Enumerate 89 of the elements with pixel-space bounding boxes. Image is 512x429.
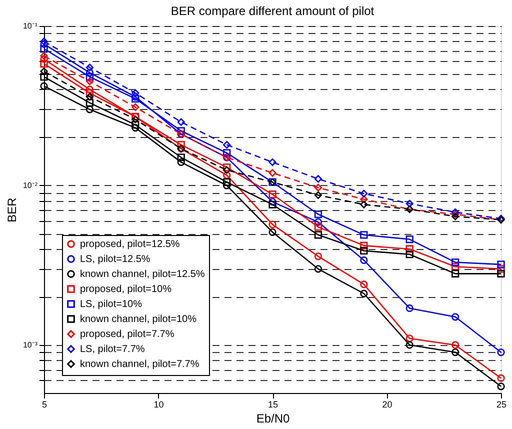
point [451, 270, 460, 278]
point [451, 313, 460, 321]
point [177, 127, 185, 135]
point [177, 154, 185, 162]
point [86, 78, 94, 86]
legend-label: LS, pilot=12.5% [80, 254, 150, 265]
legend-label: LS, pilot=7.7% [80, 344, 145, 355]
point [406, 250, 414, 258]
x-axis-title: Eb/N0 [256, 412, 290, 426]
legend-label: LS, pilot=10% [80, 299, 142, 310]
point [268, 200, 276, 208]
point [40, 38, 48, 46]
point [360, 256, 368, 264]
point [177, 158, 185, 166]
legend-label: known channel, pilot=7.7% [80, 359, 200, 370]
point [268, 220, 276, 228]
point [406, 334, 414, 342]
y-axis-title: BER [4, 197, 19, 222]
x-tick-label: 5 [42, 400, 48, 410]
legend-label: proposed, pilot=10% [80, 284, 172, 295]
point [40, 60, 48, 68]
point [86, 86, 94, 94]
legend-label: known channel, pilot=10% [80, 314, 197, 325]
point [451, 341, 460, 349]
point [406, 200, 414, 208]
point [314, 223, 322, 231]
point [451, 258, 460, 266]
point [360, 280, 368, 288]
point [314, 184, 322, 192]
point [360, 195, 368, 204]
point [177, 140, 185, 149]
point [314, 252, 322, 260]
x-tick-label: 15 [268, 400, 278, 410]
point [132, 103, 140, 111]
point [497, 265, 505, 273]
point [451, 348, 460, 356]
point [40, 52, 48, 60]
legend-label: known channel, pilot=12.5% [80, 269, 205, 280]
x-tick-label: 25 [496, 400, 507, 410]
point [222, 178, 231, 186]
point [222, 164, 231, 172]
point [360, 190, 368, 198]
point [86, 73, 94, 81]
x-tick-label: 20 [382, 400, 392, 410]
point [222, 182, 231, 190]
point [132, 115, 140, 124]
point [222, 166, 231, 174]
point [314, 265, 322, 273]
point [222, 171, 231, 180]
point [314, 231, 322, 239]
point [406, 235, 414, 244]
point [497, 270, 505, 278]
point [451, 262, 460, 270]
point [360, 246, 368, 255]
chart-title: BER compare different amount of pilot [170, 4, 375, 18]
point [314, 218, 322, 226]
point [360, 231, 368, 239]
point [406, 245, 414, 253]
y-tick-label: 10⁻² [22, 180, 38, 190]
point [314, 210, 322, 218]
point [222, 140, 231, 149]
y-tick-label: 10⁻³ [22, 340, 38, 350]
point [406, 341, 414, 349]
point [360, 242, 368, 250]
point [86, 92, 94, 101]
y-tick-label: 10⁻¹ [22, 22, 38, 30]
point [406, 304, 414, 312]
point [268, 169, 276, 177]
point [177, 118, 185, 126]
point [314, 175, 322, 183]
point [360, 290, 368, 298]
legend-label: proposed, pilot=12.5% [80, 239, 180, 250]
point [314, 191, 322, 199]
point [268, 228, 276, 236]
point [132, 94, 140, 103]
point [40, 44, 48, 53]
point [86, 98, 94, 107]
point [497, 260, 505, 268]
point [451, 212, 460, 220]
point [132, 121, 140, 129]
point [268, 190, 276, 198]
point [360, 200, 368, 208]
legend-label: proposed, pilot=7.7% [80, 329, 174, 340]
point [222, 149, 231, 157]
point [86, 106, 94, 114]
point [86, 89, 94, 97]
point [268, 158, 276, 166]
point [86, 64, 94, 72]
x-tick-label: 10 [154, 400, 164, 410]
